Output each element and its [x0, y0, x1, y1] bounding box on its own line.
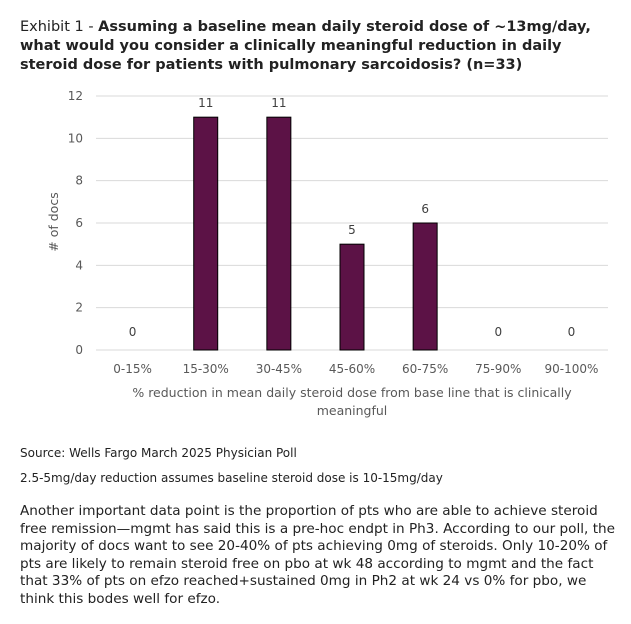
bar-45-60% [339, 243, 365, 351]
bar-15-30% [193, 116, 219, 351]
y-tick-label: 12 [68, 89, 83, 103]
y-tick-label: 8 [75, 174, 83, 188]
y-axis-label: # of docs [46, 192, 61, 251]
data-label: 0 [568, 325, 576, 339]
y-tick-label: 10 [68, 131, 83, 145]
y-axis-ticks: 0 2 4 6 8 10 12 [68, 89, 83, 357]
x-axis-label-line2: meaningful [317, 403, 388, 418]
x-tick-label: 45-60% [329, 362, 375, 376]
bar-60-75% [412, 222, 438, 351]
x-axis-ticks: 0-15% 15-30% 30-45% 45-60% 60-75% 75-90% 90-10… [113, 362, 598, 376]
data-label: 6 [421, 202, 429, 216]
footnote: 2.5-5mg/day reduction assumes baseline s… [20, 471, 443, 485]
bar-chart: 0 2 4 6 8 10 12 0 11 11 5 6 0 0 0-15% 15-30% 30-45% 45-… [46, 89, 608, 418]
data-label: 0 [494, 325, 502, 339]
source-note: Source: Wells Fargo March 2025 Physician… [20, 446, 297, 460]
x-tick-label: 75-90% [475, 362, 521, 376]
data-label: 11 [198, 96, 213, 110]
data-label: 11 [271, 96, 286, 110]
bar-30-45% [266, 116, 292, 351]
x-tick-label: 15-30% [183, 362, 229, 376]
data-label: 5 [348, 223, 356, 237]
commentary-paragraph: Another important data point is the prop… [20, 503, 615, 607]
bars [193, 116, 438, 351]
exhibit-title: Exhibit 1 - Assuming a baseline mean dai… [20, 18, 620, 75]
data-label: 0 [129, 325, 137, 339]
x-tick-label: 0-15% [113, 362, 152, 376]
y-tick-label: 0 [75, 343, 83, 357]
y-tick-label: 4 [75, 258, 83, 272]
exhibit-question: Assuming a baseline mean daily steroid d… [20, 19, 591, 73]
x-tick-label: 90-100% [544, 362, 598, 376]
y-tick-label: 6 [75, 216, 83, 230]
x-axis-label-line1: % reduction in mean daily steroid dose f… [132, 385, 572, 400]
data-labels: 0 11 11 5 6 0 0 [129, 96, 575, 339]
x-tick-label: 30-45% [256, 362, 302, 376]
y-tick-label: 2 [75, 301, 83, 315]
exhibit-prefix: Exhibit 1 - [20, 19, 99, 35]
x-tick-label: 60-75% [402, 362, 448, 376]
